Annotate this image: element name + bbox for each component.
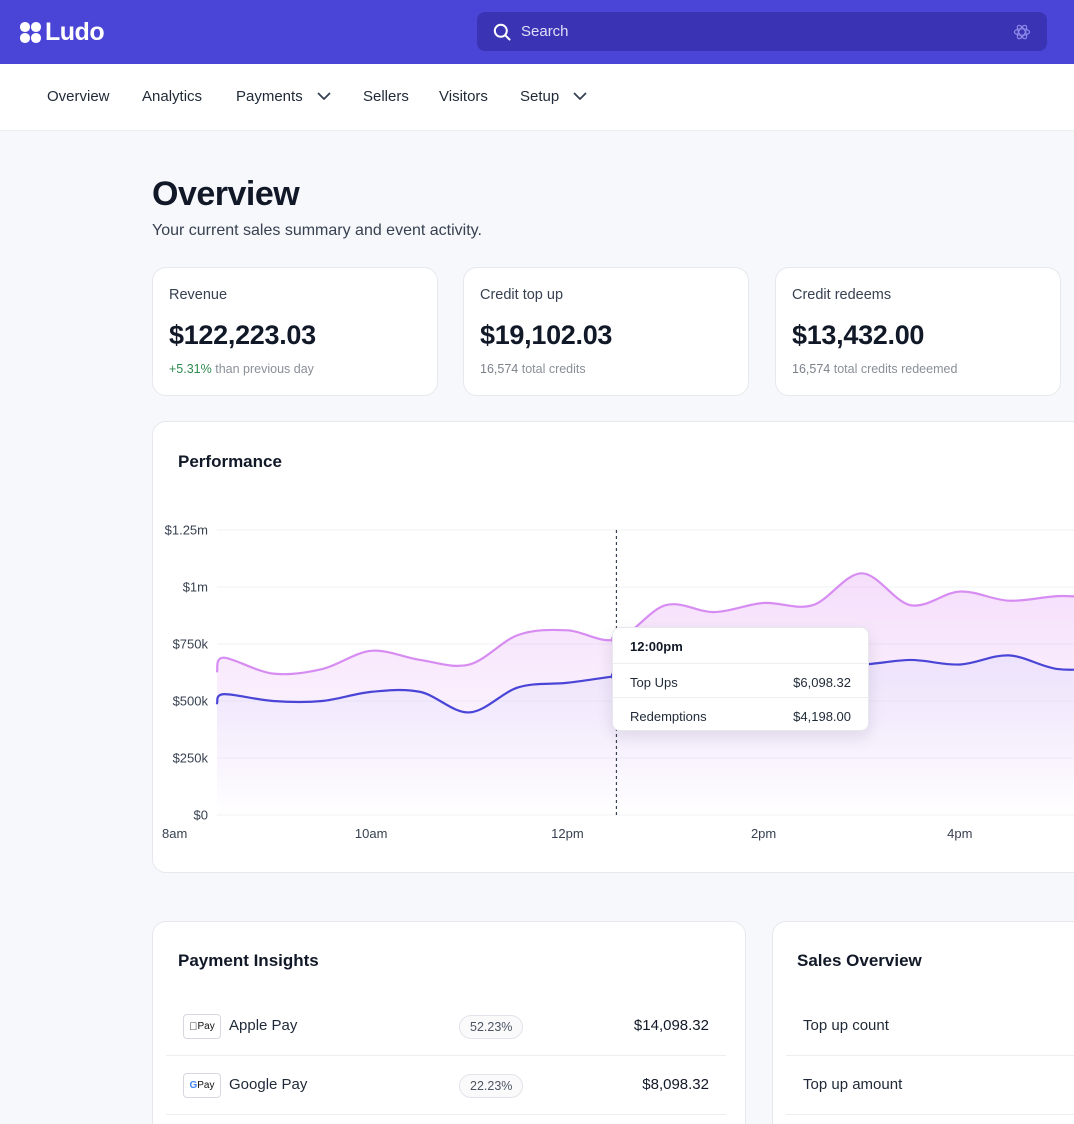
stat-footnote: 16,574 total credits redeemed <box>792 362 957 376</box>
stat-label: Credit top up <box>480 287 564 303</box>
stat-foot-text: total credits redeemed <box>833 362 958 376</box>
nav-item-label: Analytics <box>142 88 203 105</box>
sales-row-top-up-count[interactable]: Top up count <box>786 997 1074 1056</box>
payment-row-apple-pay[interactable]: Pay Apple Pay 52.23% $14,098.32 <box>166 997 726 1056</box>
stat-label: Revenue <box>169 287 228 303</box>
stat-count: 16,574 <box>792 362 831 376</box>
logo-text: Ludo <box>45 18 105 46</box>
nav-item-setup[interactable]: Setup <box>520 88 587 105</box>
tooltip-time: 12:00pm <box>630 639 683 654</box>
x-tick-label: 12pm <box>551 826 584 841</box>
nav-item-label: Payments <box>236 88 303 105</box>
stat-card-credit-redeems: Credit redeems $13,432.00 16,574 total c… <box>775 267 1061 396</box>
percent-badge: 22.23% <box>459 1074 524 1098</box>
nav-item-label: Overview <box>47 88 110 105</box>
stat-change: +5.31% <box>169 362 212 376</box>
chart-tooltip: 12:00pm Top Ups $6,098.32 Redemptions $4… <box>612 627 869 731</box>
stat-value: $122,223.03 <box>169 320 316 350</box>
payment-amount: $8,098.32 <box>642 1076 709 1093</box>
stat-value: $19,102.03 <box>480 320 613 350</box>
nav-item-label: Sellers <box>363 88 409 105</box>
nav-item-label: Visitors <box>439 88 488 105</box>
x-tick-label: 4pm <box>947 826 972 841</box>
sales-row-label: Top up count <box>803 1017 889 1034</box>
sales-row-top-up-amount[interactable]: Top up amount <box>786 1056 1074 1115</box>
tooltip-value: $6,098.32 <box>793 675 851 690</box>
chevron-down-icon <box>317 92 331 100</box>
nav-item-sellers[interactable]: Sellers <box>363 88 409 105</box>
nav-item-analytics[interactable]: Analytics <box>142 88 202 105</box>
sales-row-label: Top up amount <box>803 1076 903 1093</box>
page-subtitle: Your current sales summary and event act… <box>152 222 482 239</box>
payment-insights-title: Payment Insights <box>178 951 319 970</box>
performance-chart[interactable]: $0 $250k $500k $750k $1m $1.25m 8am 10am 12pm 2p… <box>0 0 1074 880</box>
search-placeholder: Search <box>521 23 569 40</box>
nav-item-payments[interactable]: Payments <box>236 88 331 105</box>
y-tick-label: $0 <box>194 808 208 823</box>
nav-item-visitors[interactable]: Visitors <box>439 88 488 105</box>
main-nav: Overview Analytics Payments Sellers Visi… <box>0 64 1074 131</box>
stat-count: 16,574 <box>480 362 519 376</box>
chevron-down-icon <box>573 92 587 100</box>
stat-foot-text: than previous day <box>215 362 314 376</box>
x-tick-label: 8am <box>162 826 187 841</box>
payment-insights-card: Payment Insights Pay Apple Pay 52.23% $… <box>152 921 746 1124</box>
sales-overview-title: Sales Overview <box>797 951 922 970</box>
pay-badge-text: Pay <box>193 1021 215 1032</box>
apple-pay-icon: Pay <box>183 1014 221 1039</box>
pay-badge-text: Pay <box>197 1080 215 1091</box>
y-tick-label: $1.25m <box>165 523 208 538</box>
tooltip-value: $4,198.00 <box>793 709 851 724</box>
nav-item-label: Setup <box>520 88 560 105</box>
y-tick-label: $250k <box>173 751 209 766</box>
x-tick-label: 2pm <box>751 826 776 841</box>
stat-label: Credit redeems <box>792 287 892 303</box>
series-line-top-ups <box>215 572 1074 676</box>
search-input[interactable]: Search <box>477 12 1047 51</box>
top-bar: Ludo Search <box>0 0 1074 64</box>
x-tick-label: 10am <box>355 826 388 841</box>
y-tick-label: $500k <box>173 694 209 709</box>
ai-assistant-icon[interactable] <box>1013 23 1031 41</box>
performance-title: Performance <box>178 452 282 471</box>
y-tick-label: $1m <box>183 580 208 595</box>
stat-footnote: 16,574 total credits <box>480 362 586 376</box>
tooltip-row-top-ups: Top Ups $6,098.32 <box>613 663 868 698</box>
payment-method-name: Apple Pay <box>229 1017 298 1034</box>
tooltip-label: Redemptions <box>630 709 707 724</box>
tooltip-label: Top Ups <box>630 675 678 690</box>
google-pay-icon: G Pay <box>183 1073 221 1098</box>
stat-card-credit-top-up: Credit top up $19,102.03 16,574 total cr… <box>463 267 749 396</box>
stat-card-revenue: Revenue $122,223.03 +5.31% than previous… <box>152 267 438 396</box>
stat-foot-text: total credits <box>521 362 586 376</box>
percent-badge: 52.23% <box>459 1015 524 1039</box>
tooltip-row-redemptions: Redemptions $4,198.00 <box>613 697 868 732</box>
sales-overview-card: Sales Overview Top up count Top up amoun… <box>772 921 1074 1124</box>
payment-amount: $14,098.32 <box>633 1017 709 1034</box>
payment-row-google-pay[interactable]: G Pay Google Pay 22.23% $8,098.32 <box>166 1056 726 1115</box>
page-title: Overview <box>152 175 300 213</box>
y-tick-label: $750k <box>173 637 209 652</box>
stat-footnote: +5.31% than previous day <box>169 362 314 376</box>
nav-item-overview[interactable]: Overview <box>47 88 110 105</box>
logo[interactable]: Ludo <box>20 18 105 47</box>
stat-value: $13,432.00 <box>792 320 925 350</box>
payment-method-name: Google Pay <box>229 1076 308 1093</box>
logo-icon <box>20 22 41 43</box>
search-icon <box>493 23 511 40</box>
